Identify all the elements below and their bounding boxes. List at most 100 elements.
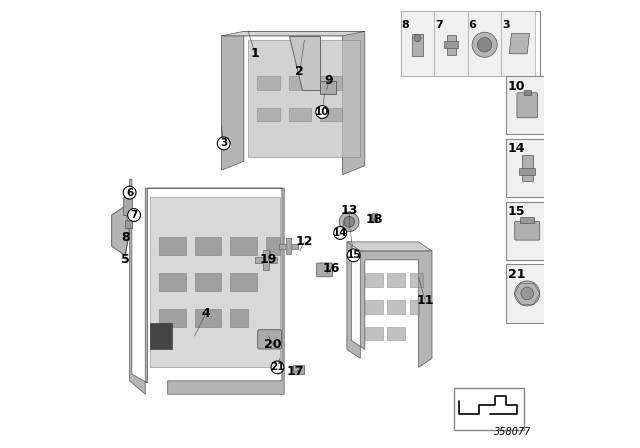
Bar <box>401 11 435 76</box>
Text: 15: 15 <box>346 250 361 260</box>
Bar <box>320 76 342 90</box>
Bar <box>279 244 298 249</box>
Text: 15: 15 <box>508 205 525 218</box>
Circle shape <box>347 249 360 262</box>
Bar <box>387 300 405 314</box>
Polygon shape <box>221 31 365 36</box>
Bar <box>320 81 336 94</box>
Bar <box>468 11 502 76</box>
Bar <box>447 35 456 55</box>
Bar <box>123 197 132 215</box>
Bar <box>502 11 535 76</box>
Circle shape <box>316 106 329 118</box>
Text: 14: 14 <box>508 142 525 155</box>
Bar <box>410 273 423 287</box>
Text: 19: 19 <box>260 253 277 267</box>
Text: 8: 8 <box>121 231 129 244</box>
Text: 10: 10 <box>508 80 525 93</box>
Text: 358077: 358077 <box>494 427 531 437</box>
Text: 7: 7 <box>131 210 138 220</box>
Text: 14: 14 <box>333 228 348 238</box>
Polygon shape <box>112 206 130 255</box>
Circle shape <box>123 186 136 199</box>
Bar <box>522 155 532 181</box>
Circle shape <box>521 287 534 300</box>
Bar <box>387 327 405 340</box>
Polygon shape <box>248 40 360 157</box>
Bar <box>289 108 311 121</box>
Polygon shape <box>347 242 432 367</box>
Text: 4: 4 <box>202 307 210 320</box>
FancyBboxPatch shape <box>517 93 538 118</box>
Bar <box>159 309 186 327</box>
FancyBboxPatch shape <box>515 221 540 240</box>
Text: 17: 17 <box>287 365 304 379</box>
Bar <box>412 34 423 56</box>
Bar <box>257 108 280 121</box>
Bar <box>401 11 540 76</box>
Circle shape <box>333 227 347 239</box>
Bar <box>371 213 377 222</box>
Text: 21: 21 <box>270 362 285 372</box>
Bar <box>286 238 291 254</box>
Bar <box>230 273 257 291</box>
Bar <box>506 264 548 323</box>
Polygon shape <box>289 36 320 90</box>
Circle shape <box>217 137 230 150</box>
Bar <box>506 139 548 197</box>
Text: 16: 16 <box>323 262 340 276</box>
Bar <box>150 323 172 349</box>
Bar <box>524 90 531 95</box>
Text: 13: 13 <box>340 204 358 217</box>
Text: 5: 5 <box>121 253 129 267</box>
FancyBboxPatch shape <box>258 330 282 349</box>
Bar <box>519 168 535 175</box>
Text: 10: 10 <box>315 107 330 117</box>
Polygon shape <box>130 179 284 394</box>
Text: 7: 7 <box>435 20 443 30</box>
Bar <box>195 309 221 327</box>
Bar <box>195 237 221 255</box>
Bar <box>365 273 383 287</box>
Circle shape <box>339 212 359 232</box>
Circle shape <box>414 34 421 42</box>
Bar <box>257 76 280 90</box>
Circle shape <box>344 216 355 227</box>
Text: 20: 20 <box>264 338 282 352</box>
Bar <box>435 11 468 76</box>
Bar <box>230 309 248 327</box>
Circle shape <box>271 361 284 374</box>
Text: 1: 1 <box>251 47 259 60</box>
Bar <box>159 237 186 255</box>
Bar <box>159 273 186 291</box>
Bar <box>410 300 419 314</box>
Bar <box>444 41 458 48</box>
Circle shape <box>472 32 497 57</box>
Text: 9: 9 <box>324 74 333 87</box>
Polygon shape <box>150 197 280 367</box>
Text: 6: 6 <box>468 20 476 30</box>
Bar <box>293 365 305 374</box>
Text: 8: 8 <box>401 20 409 30</box>
Bar <box>125 220 132 228</box>
Bar <box>365 300 383 314</box>
Circle shape <box>477 38 492 52</box>
Text: 6: 6 <box>126 188 133 198</box>
Polygon shape <box>347 242 432 251</box>
Text: 12: 12 <box>296 235 313 249</box>
Circle shape <box>515 281 540 306</box>
FancyBboxPatch shape <box>316 263 333 277</box>
Bar <box>387 273 405 287</box>
Polygon shape <box>221 31 365 175</box>
Text: 11: 11 <box>417 293 434 307</box>
Bar <box>454 388 524 430</box>
Text: 21: 21 <box>508 268 525 281</box>
Polygon shape <box>509 34 529 54</box>
Bar <box>520 217 534 223</box>
Bar <box>263 250 269 270</box>
Bar <box>266 237 280 255</box>
Text: 3: 3 <box>220 138 227 148</box>
Circle shape <box>127 209 141 221</box>
Text: 3: 3 <box>502 20 509 30</box>
Bar <box>506 76 548 134</box>
